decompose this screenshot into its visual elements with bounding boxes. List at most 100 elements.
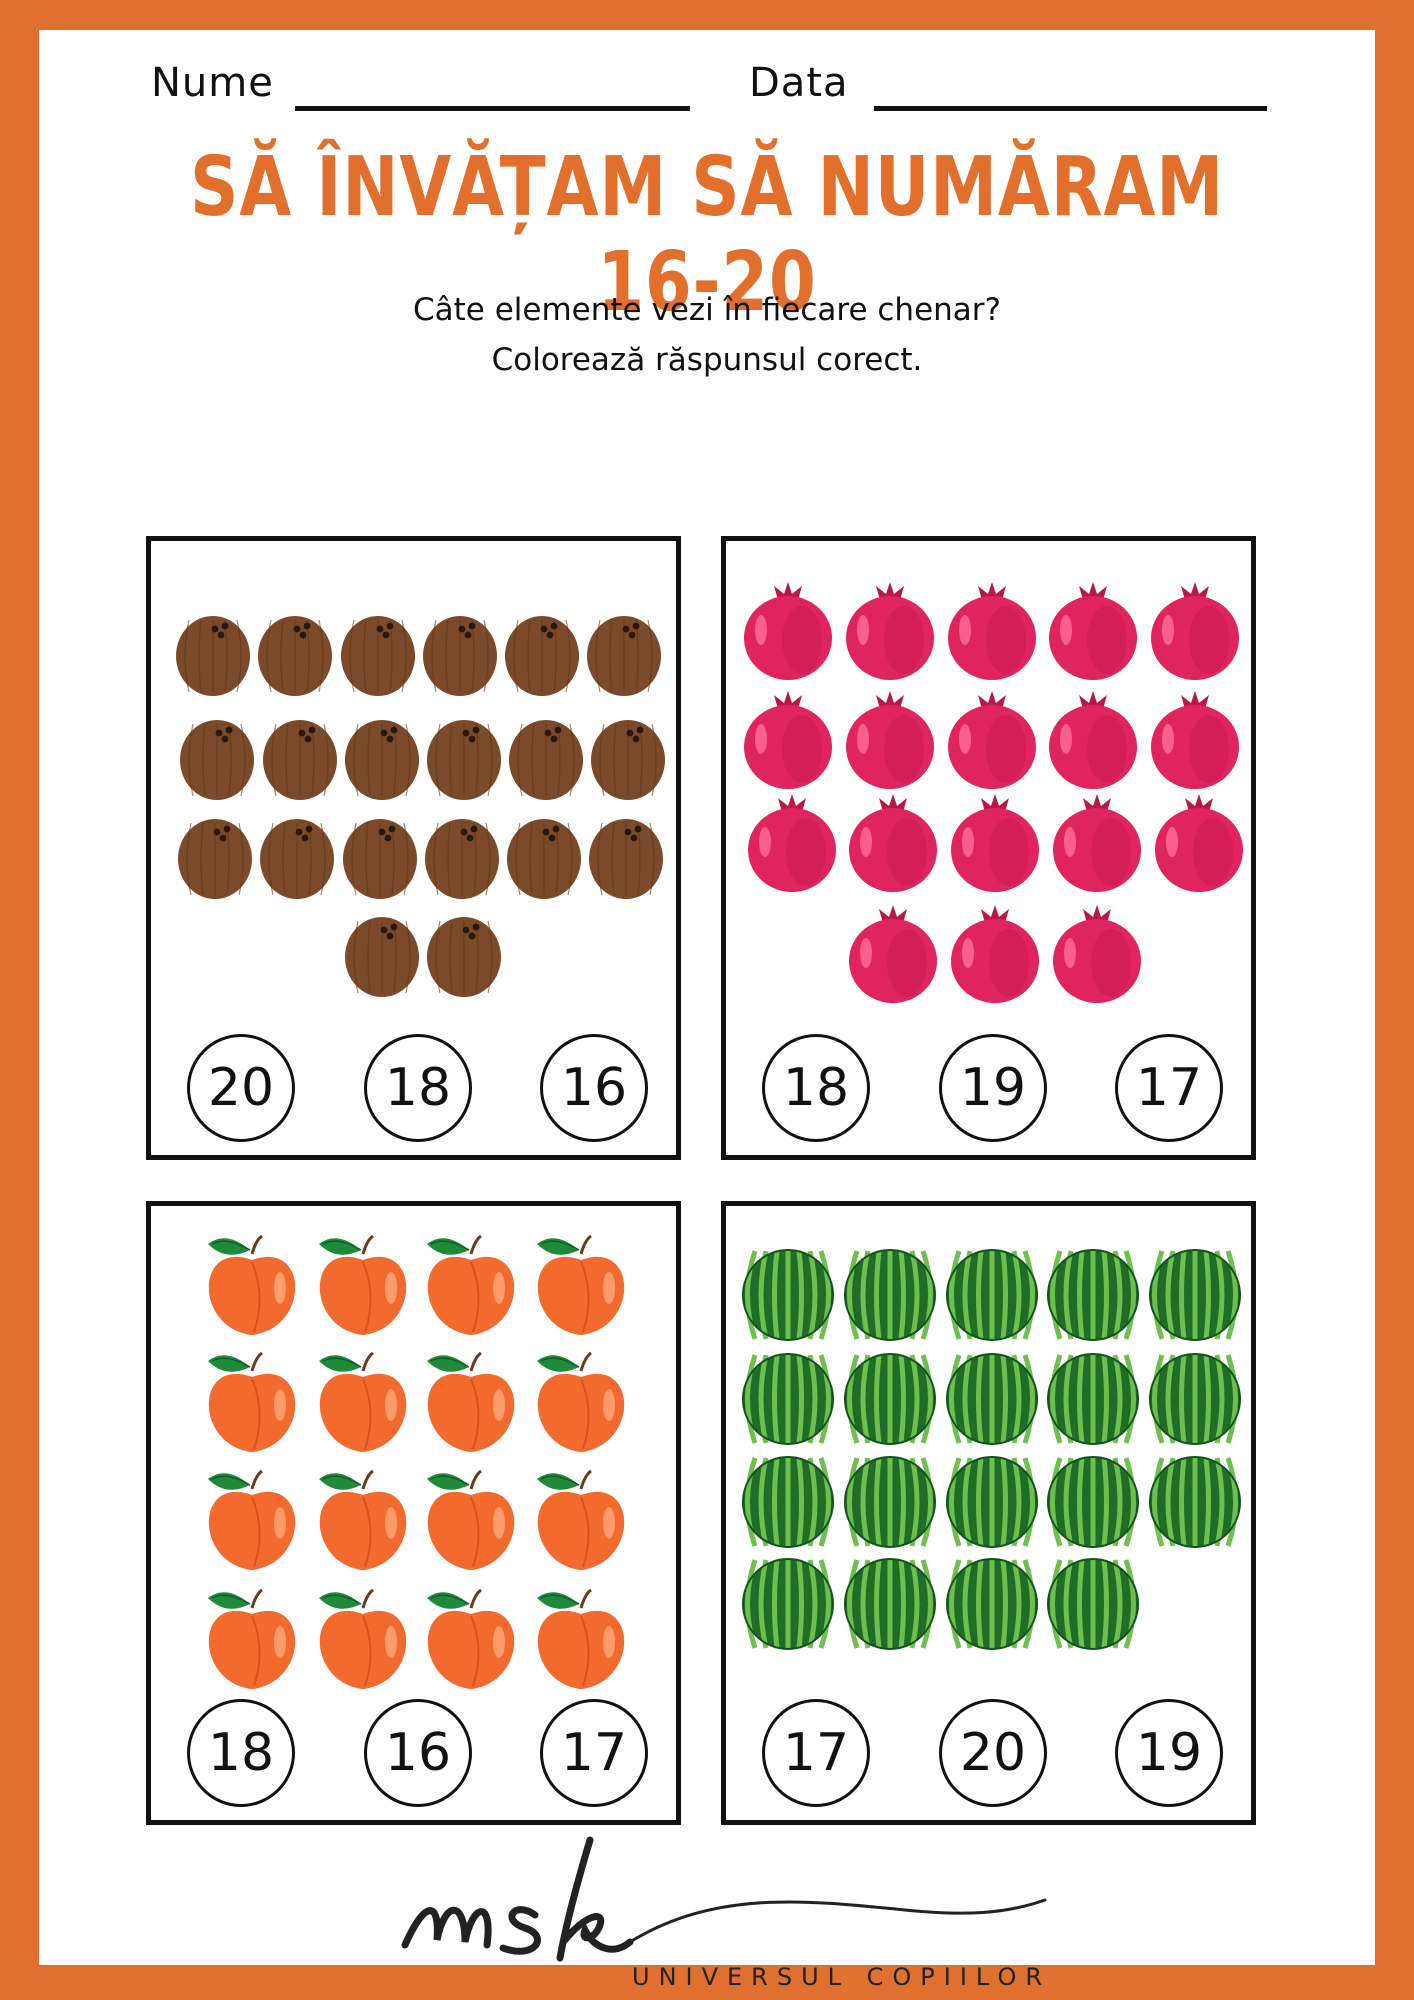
coconut-icon (427, 917, 501, 997)
coconut-icon (258, 616, 332, 696)
msk-logo (401, 1836, 1047, 1962)
peach-icon (537, 1588, 625, 1689)
peach-icon (319, 1234, 407, 1335)
answer-option-box3-a[interactable]: 18 (187, 1699, 295, 1807)
watermelon-icon (1047, 1456, 1139, 1548)
pomegranate-icon (951, 905, 1039, 1003)
peach-icon (537, 1469, 625, 1570)
pomegranate-icon (1049, 582, 1137, 680)
coconut-icon (423, 616, 497, 696)
pomegranate-icon (951, 794, 1039, 892)
coconut-icon (345, 917, 419, 997)
watermelon-items (742, 1249, 1241, 1650)
watermelon-icon (1149, 1249, 1241, 1341)
counting-box-pomegranates: 18 19 17 (721, 536, 1256, 1160)
pomegranate-icon (1155, 794, 1243, 892)
watermelon-icon (844, 1353, 936, 1445)
watermelon-icon (1149, 1456, 1241, 1548)
watermelon-icon (1047, 1558, 1139, 1650)
pomegranate-icon (744, 691, 832, 789)
counting-box-peaches: 18 16 17 (146, 1201, 681, 1825)
date-line[interactable] (874, 106, 1267, 111)
pomegranate-icon (948, 691, 1036, 789)
watermelon-icon (742, 1353, 834, 1445)
pomegranate-icon (849, 905, 937, 1003)
answer-option-box2-a[interactable]: 18 (762, 1034, 870, 1142)
watermelon-icon (946, 1353, 1038, 1445)
peach-icon (319, 1588, 407, 1689)
pomegranate-icon (846, 582, 934, 680)
coconut-icon (343, 819, 417, 899)
peach-icon (427, 1469, 515, 1570)
date-label: Data (749, 60, 849, 106)
answer-option-box1-c[interactable]: 16 (540, 1034, 648, 1142)
pomegranate-icon (1053, 905, 1141, 1003)
answer-option-box1-b[interactable]: 18 (364, 1034, 472, 1142)
coconut-icon (589, 819, 663, 899)
peach-icon (427, 1351, 515, 1452)
answer-option-box2-c[interactable]: 17 (1115, 1034, 1223, 1142)
answer-option-box3-c[interactable]: 17 (540, 1699, 648, 1807)
watermelon-icon (946, 1558, 1038, 1650)
answer-option-box2-b[interactable]: 19 (939, 1034, 1047, 1142)
coconut-icon (507, 819, 581, 899)
peach-icon (319, 1469, 407, 1570)
coconut-icon (425, 819, 499, 899)
watermelon-icon (742, 1456, 834, 1548)
peach-items (208, 1234, 625, 1689)
coconut-icon (587, 616, 661, 696)
name-field[interactable]: Nume (151, 60, 690, 111)
coconut-icon (180, 720, 254, 800)
watermelon-icon (1149, 1353, 1241, 1445)
pomegranate-icon (744, 582, 832, 680)
pomegranate-icon (1151, 582, 1239, 680)
pomegranate-icon (948, 582, 1036, 680)
peach-icon (537, 1351, 625, 1452)
pomegranate-icon (846, 691, 934, 789)
watermelon-icon (742, 1558, 834, 1650)
answer-option-box1-a[interactable]: 20 (187, 1034, 295, 1142)
peach-icon (537, 1234, 625, 1335)
answer-option-box4-a[interactable]: 17 (762, 1699, 870, 1807)
pomegranate-icon (849, 794, 937, 892)
peach-icon (208, 1588, 296, 1689)
pomegranate-icon (1053, 794, 1141, 892)
instruction-line-1: Câte elemente vezi în fiecare chenar? (413, 292, 1001, 328)
watermelon-icon (844, 1558, 936, 1650)
counting-box-coconuts: 20 18 16 (146, 536, 681, 1160)
watermelon-icon (1047, 1353, 1139, 1445)
coconut-icon (176, 616, 250, 696)
pomegranate-icon (1049, 691, 1137, 789)
instruction-line-2: Colorează răspunsul corect. (491, 342, 923, 378)
watermelon-icon (1047, 1249, 1139, 1341)
coconut-icon (591, 720, 665, 800)
watermelon-icon (946, 1456, 1038, 1548)
peach-icon (208, 1234, 296, 1335)
answer-option-box3-b[interactable]: 16 (364, 1699, 472, 1807)
name-label: Nume (151, 60, 274, 106)
answer-option-box4-c[interactable]: 19 (1115, 1699, 1223, 1807)
coconut-icon (178, 819, 252, 899)
worksheet-page: Nume Data SĂ ÎNVĂȚAM SĂ NUMĂRAM 16-20 Câ… (39, 30, 1375, 1965)
date-field[interactable]: Data (749, 60, 1267, 111)
answer-option-box4-b[interactable]: 20 (939, 1699, 1047, 1807)
pomegranate-items (744, 582, 1243, 1003)
counting-box-watermelons: 17 20 19 (721, 1201, 1256, 1825)
peach-icon (427, 1588, 515, 1689)
coconut-icon (263, 720, 337, 800)
coconut-icon (345, 720, 419, 800)
name-line[interactable] (295, 106, 690, 111)
watermelon-icon (844, 1456, 936, 1548)
coconut-icon (505, 616, 579, 696)
logo-tagline: UNIVERSUL COPIILOR (632, 1963, 1052, 1991)
peach-icon (208, 1469, 296, 1570)
pomegranate-icon (748, 794, 836, 892)
coconut-icon (509, 720, 583, 800)
watermelon-icon (844, 1249, 936, 1341)
coconut-icon (341, 616, 415, 696)
peach-icon (208, 1351, 296, 1452)
page-title: SĂ ÎNVĂȚAM SĂ NUMĂRAM 16-20 (190, 140, 1224, 330)
coconut-icon (427, 720, 501, 800)
peach-icon (319, 1351, 407, 1452)
coconut-items (176, 616, 665, 997)
